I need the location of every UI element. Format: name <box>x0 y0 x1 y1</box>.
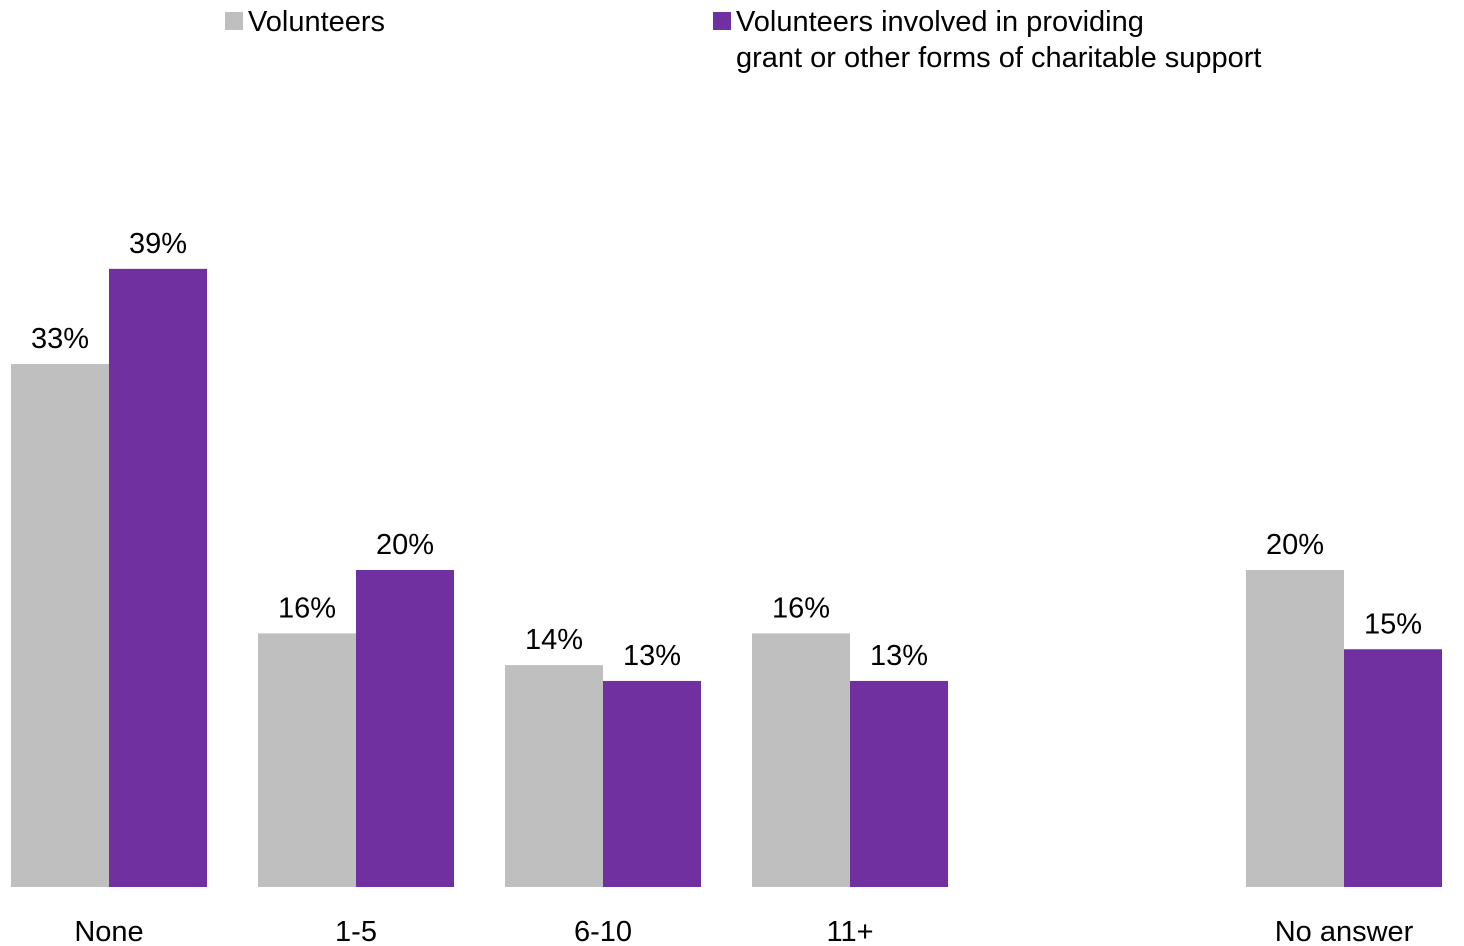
data-labels-group: 33% 39% 16% 20% 14% 13% 16% 13% 20% 15% <box>31 228 1422 672</box>
data-label-s1-c0: 39% <box>129 228 187 260</box>
bars-group <box>11 268 1442 888</box>
legend-label-grant-volunteers-line-1: Volunteers involved in providing <box>736 6 1144 38</box>
bar-s0-c1 <box>258 633 356 887</box>
data-label-s1-c5: 15% <box>1364 608 1422 640</box>
legend-label-volunteers: Volunteers <box>248 6 385 38</box>
data-label-s0-c0: 33% <box>31 323 89 355</box>
legend-swatch-volunteers <box>225 12 243 30</box>
bar-s1-c3 <box>850 680 948 887</box>
bar-s1-c2 <box>603 680 701 887</box>
bar-s0-c3 <box>752 633 850 887</box>
bar-s0-c5 <box>1246 570 1344 887</box>
x-axis-ticks: None 1-5 6-10 11+ No answer <box>74 916 1413 946</box>
data-label-s1-c1: 20% <box>376 529 434 561</box>
data-label-s1-c2: 13% <box>623 640 681 672</box>
bar-s0-c0 <box>11 363 109 887</box>
data-label-s0-c2: 14% <box>525 624 583 656</box>
x-tick-label-c1: 1-5 <box>335 916 377 946</box>
bar-s1-c0 <box>109 268 207 888</box>
bar-s1-c1 <box>356 570 454 887</box>
bar-s0-c2 <box>505 665 603 887</box>
legend-swatch-grant-volunteers <box>713 12 731 30</box>
legend: Volunteers Volunteers involved in provid… <box>225 6 1261 74</box>
data-label-s0-c3: 16% <box>772 592 830 624</box>
data-label-s0-c5: 20% <box>1266 529 1324 561</box>
x-tick-label-c2: 6-10 <box>574 916 632 946</box>
legend-label-grant-volunteers: Volunteers involved in providing grant o… <box>736 6 1261 74</box>
legend-label-grant-volunteers-line-2: grant or other forms of charitable suppo… <box>736 42 1261 74</box>
x-tick-label-c5: No answer <box>1275 916 1414 946</box>
data-label-s1-c3: 13% <box>870 640 928 672</box>
x-tick-label-c3: 11+ <box>826 916 873 946</box>
x-tick-label-c0: None <box>74 916 143 946</box>
data-label-s0-c1: 16% <box>278 592 336 624</box>
bar-s1-c5 <box>1344 649 1442 887</box>
